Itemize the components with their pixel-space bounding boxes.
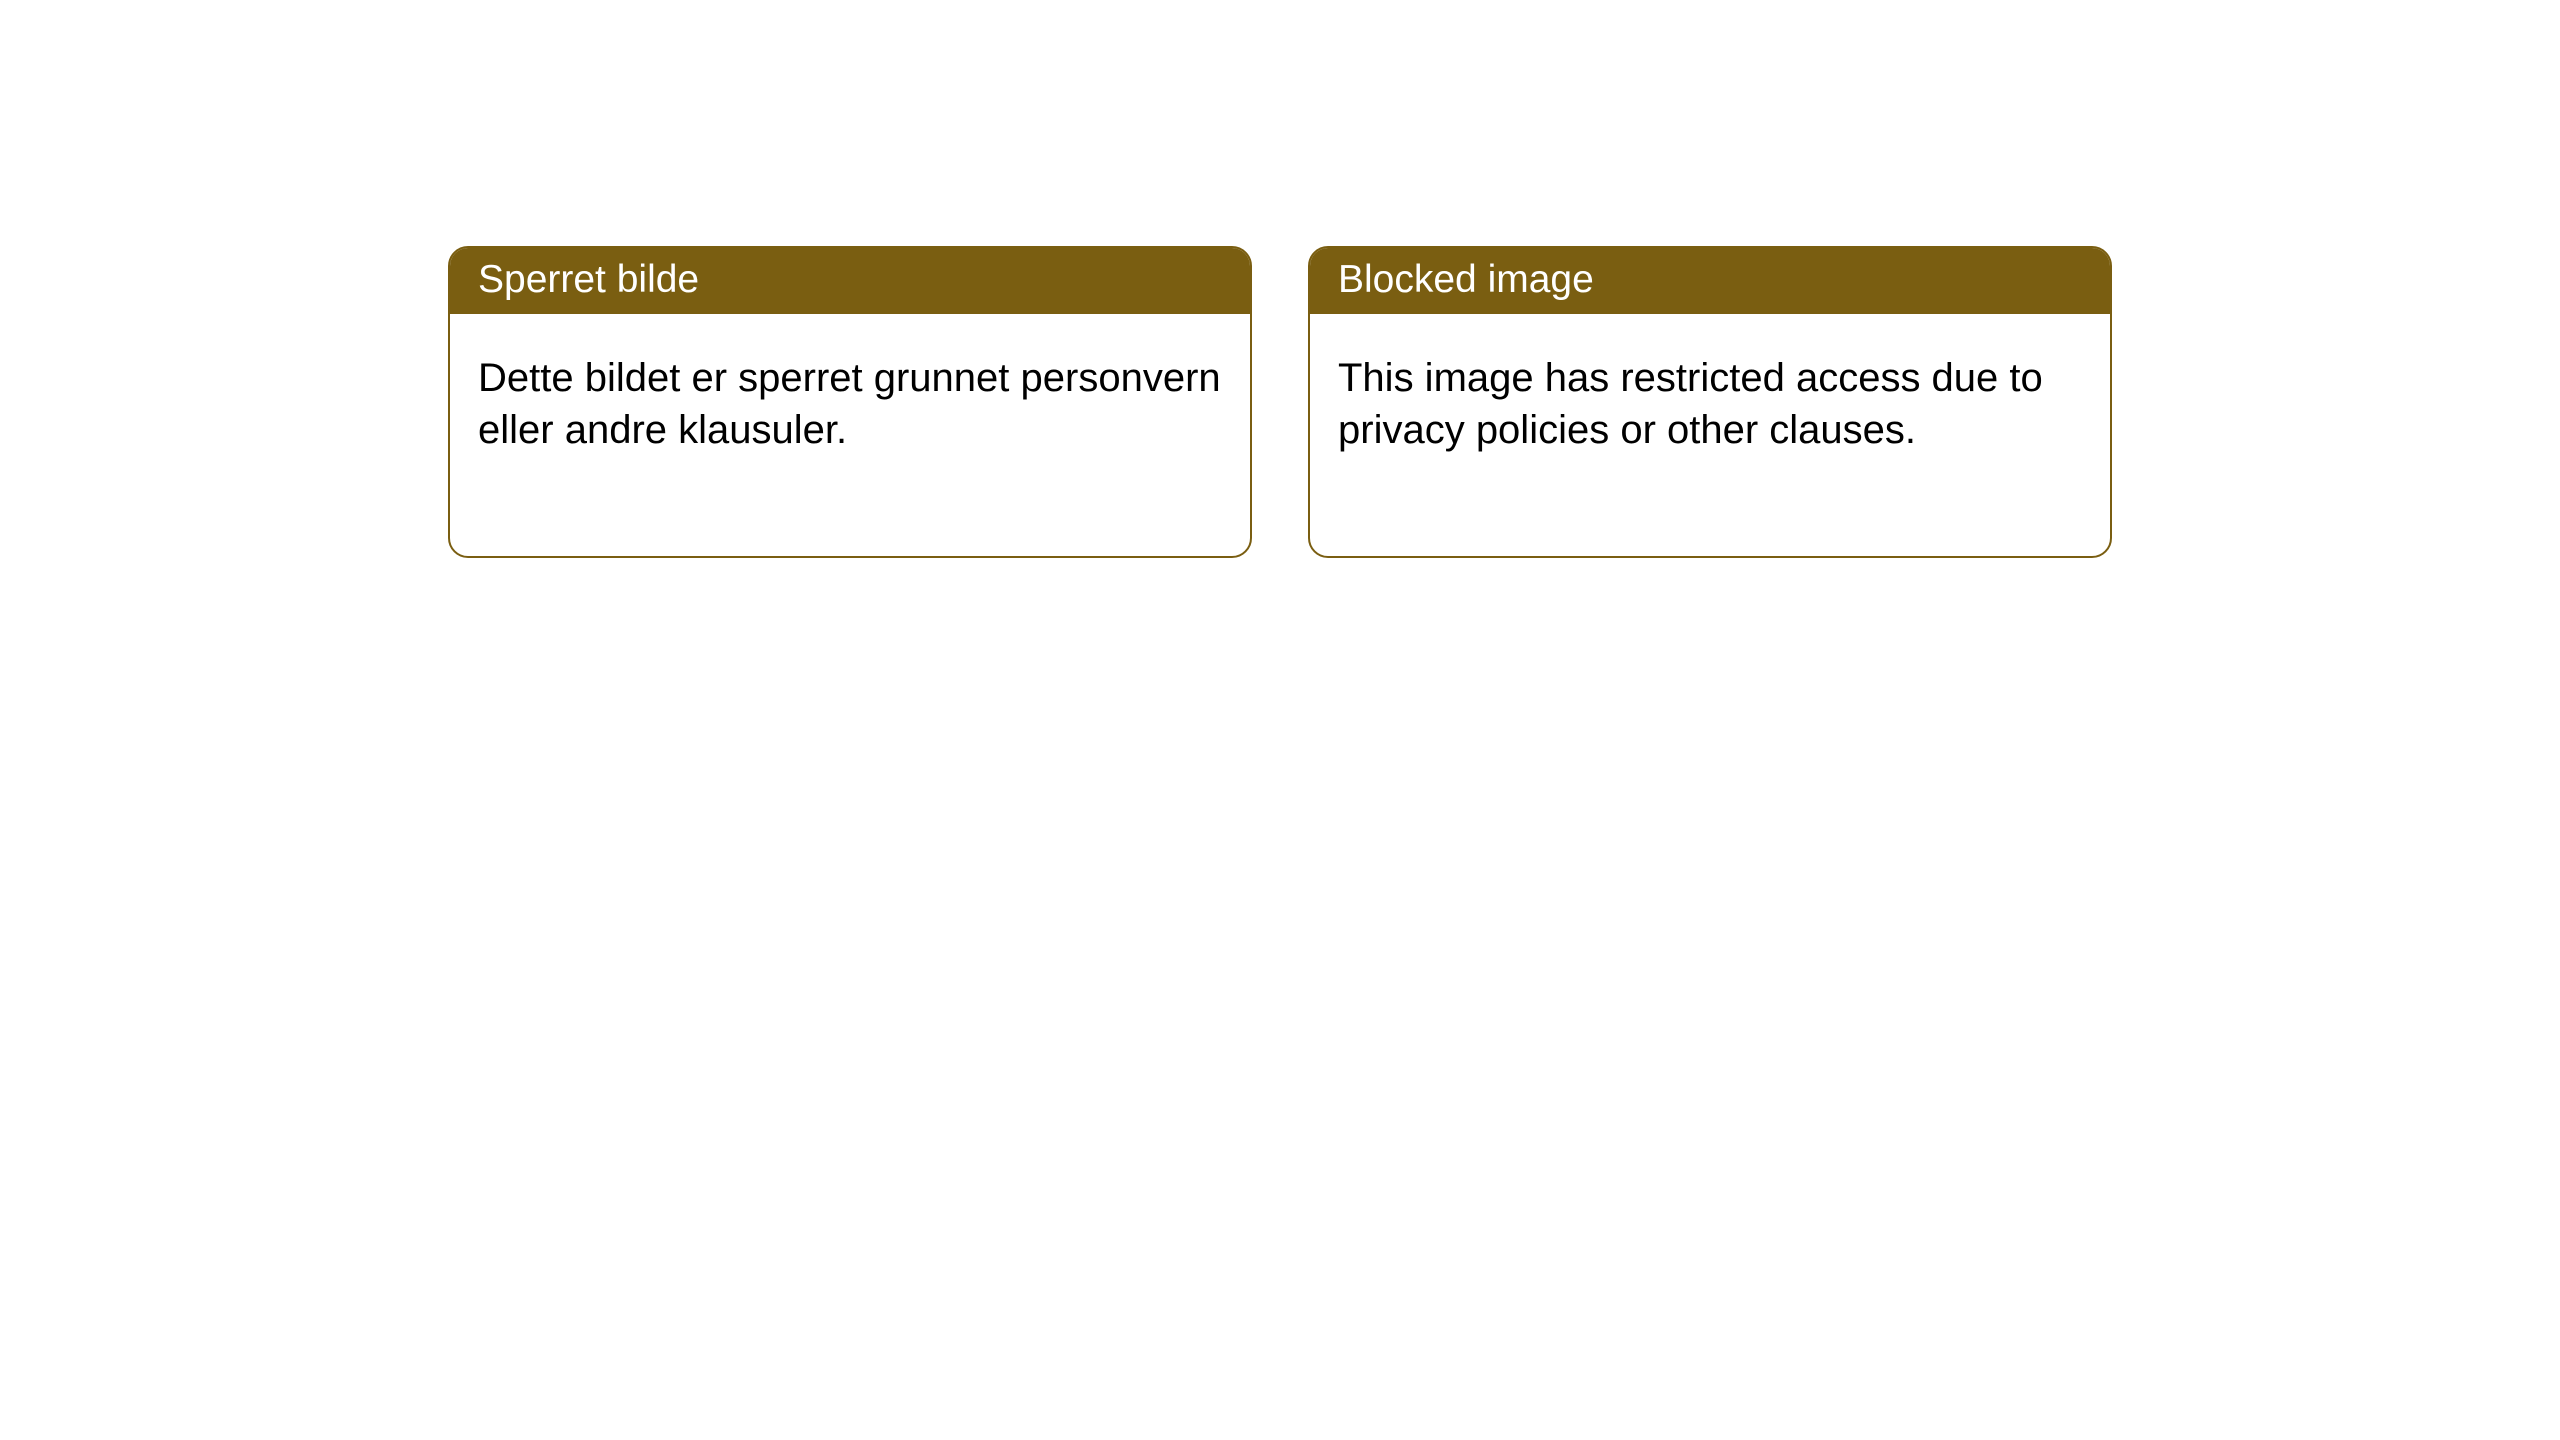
notice-cards-container: Sperret bilde Dette bildet er sperret gr… (448, 246, 2112, 558)
card-body: Dette bildet er sperret grunnet personve… (450, 314, 1250, 556)
card-title: Sperret bilde (478, 258, 699, 301)
card-body: This image has restricted access due to … (1310, 314, 2110, 556)
card-title: Blocked image (1338, 258, 1594, 301)
notice-card-english: Blocked image This image has restricted … (1308, 246, 2112, 558)
card-header: Blocked image (1310, 248, 2110, 314)
card-body-text: This image has restricted access due to … (1338, 356, 2043, 452)
notice-card-norwegian: Sperret bilde Dette bildet er sperret gr… (448, 246, 1252, 558)
card-body-text: Dette bildet er sperret grunnet personve… (478, 356, 1221, 452)
card-header: Sperret bilde (450, 248, 1250, 314)
